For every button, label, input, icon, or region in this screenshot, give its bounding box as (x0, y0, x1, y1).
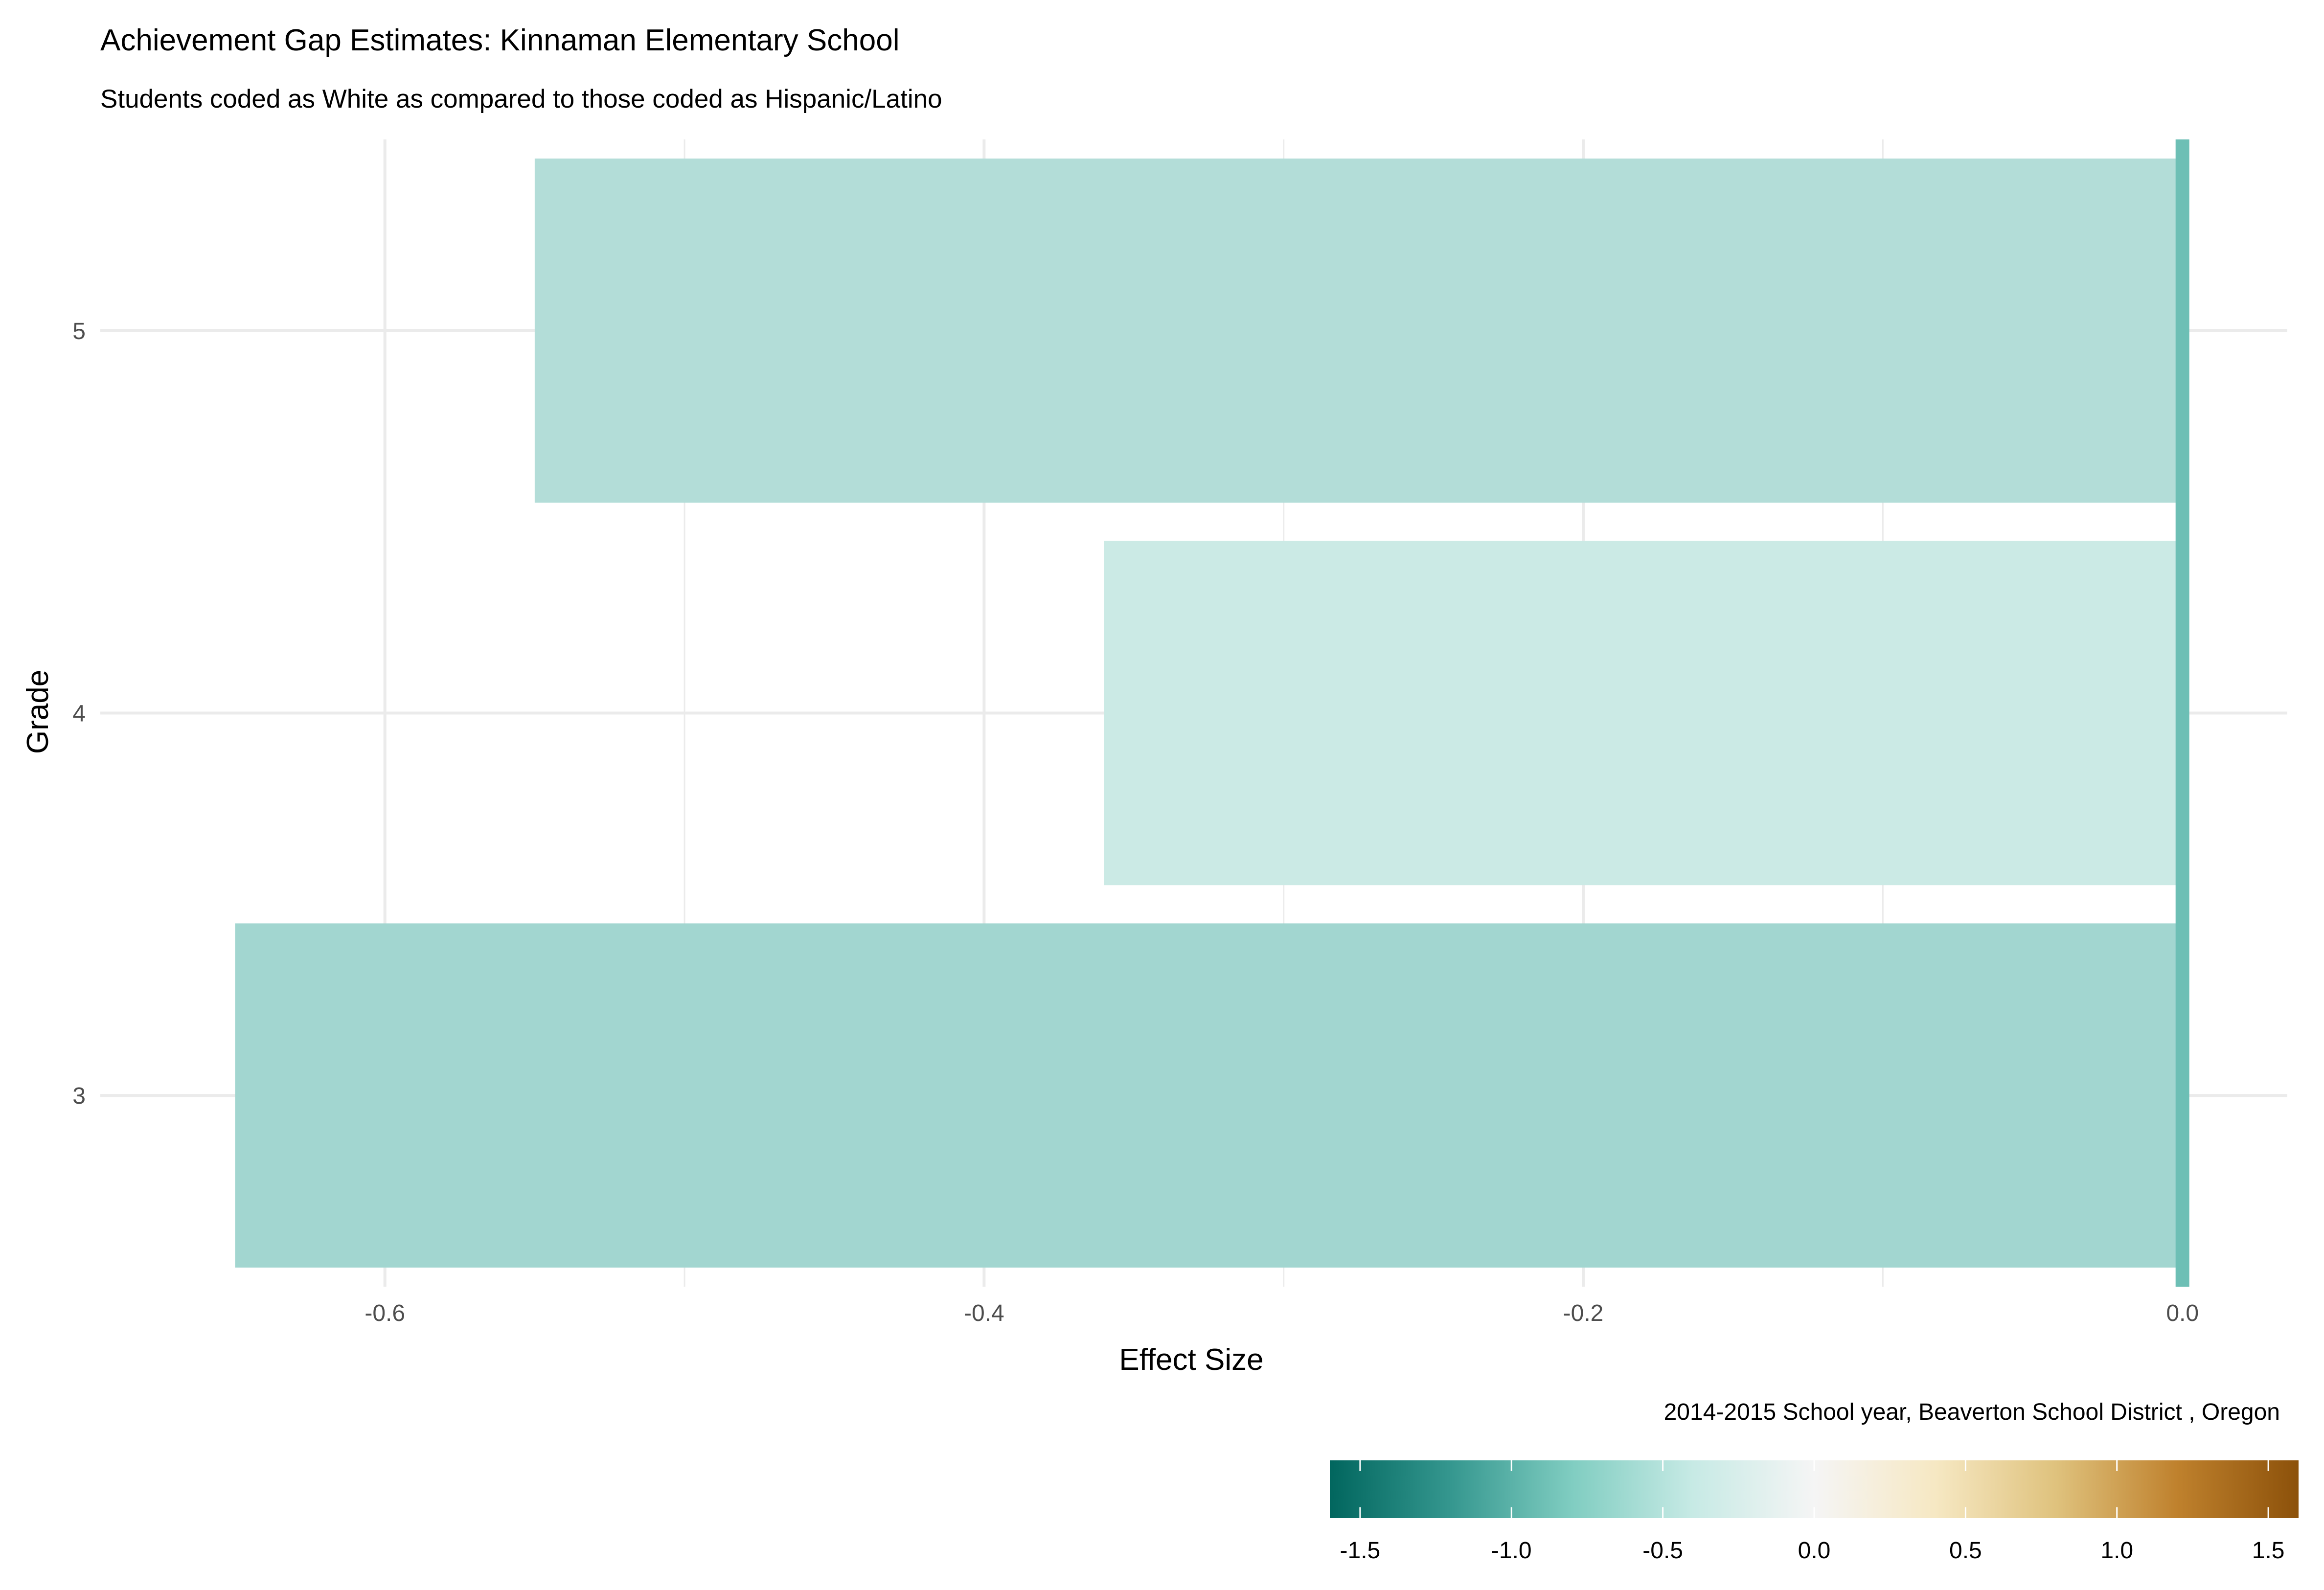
chart-caption: 2014-2015 School year, Beaverton School … (1664, 1399, 2280, 1425)
x-axis-ticks: -0.6 -0.4 -0.2 0.0 (365, 1300, 2199, 1326)
x-tick-label: -0.2 (1563, 1300, 1604, 1326)
color-legend: -1.5 -1.0 -0.5 0.0 0.5 1.0 1.5 (1330, 1460, 2299, 1564)
bar-grade-3 (235, 923, 2183, 1268)
legend-tick-label: -1.0 (1491, 1538, 1532, 1564)
x-tick-label: 0.0 (2166, 1300, 2199, 1326)
reference-line-group (2175, 139, 2189, 1287)
legend-tick-label: -0.5 (1642, 1538, 1683, 1564)
y-tick-label: 4 (72, 701, 86, 727)
x-axis-title: Effect Size (1119, 1343, 1263, 1377)
bar-grade-5 (534, 159, 2183, 503)
x-tick-label: -0.6 (365, 1300, 405, 1326)
y-axis-ticks: 3 4 5 (72, 318, 86, 1109)
bar-grade-4 (1104, 541, 2183, 886)
x-tick-label: -0.4 (964, 1300, 1004, 1326)
bars (235, 159, 2183, 1268)
y-tick-label: 5 (72, 318, 86, 344)
legend-tick-label: 0.5 (1949, 1538, 1982, 1564)
chart-title: Achievement Gap Estimates: Kinnaman Elem… (100, 23, 899, 57)
legend-tick-label: 1.0 (2100, 1538, 2133, 1564)
legend-tick-label: -1.5 (1340, 1538, 1381, 1564)
legend-tick-label: 1.5 (2252, 1538, 2285, 1564)
legend-tick-label: 0.0 (1798, 1538, 1831, 1564)
y-tick-label: 3 (72, 1083, 86, 1109)
reference-line (2175, 139, 2189, 1287)
legend-ticks: -1.5 -1.0 -0.5 0.0 0.5 1.0 1.5 (1340, 1460, 2285, 1564)
chart-subtitle: Students coded as White as compared to t… (100, 85, 942, 114)
y-axis-title: Grade (21, 670, 55, 754)
